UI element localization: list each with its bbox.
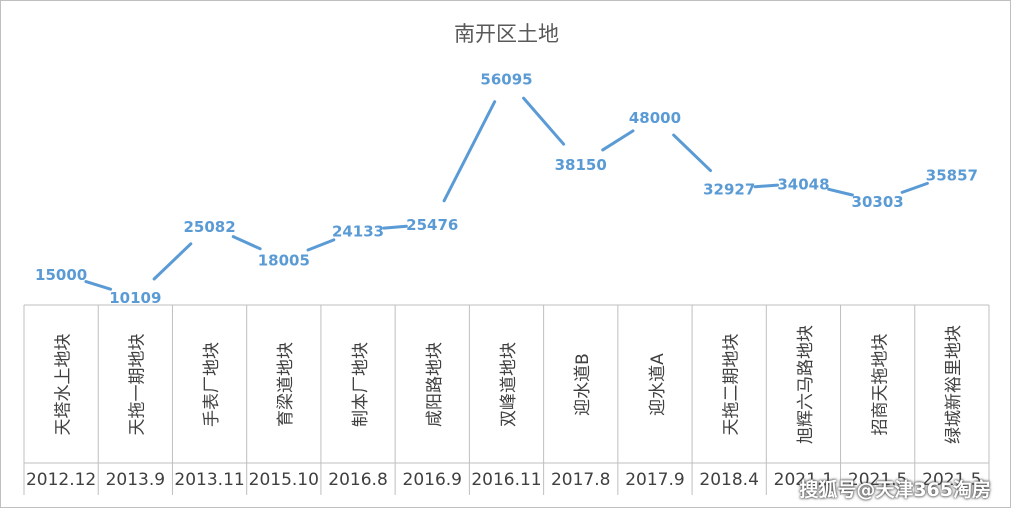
category-date: 2013.9 bbox=[105, 470, 166, 490]
category-date: 2016.11 bbox=[471, 470, 542, 490]
category-label: 天拖二期地块 bbox=[721, 333, 742, 435]
series-segment bbox=[522, 96, 566, 146]
category-table-lines bbox=[23, 304, 990, 495]
category-label: 招商天拖地块 bbox=[870, 333, 891, 435]
series-segment bbox=[382, 224, 408, 230]
data-label: 15000 bbox=[35, 266, 87, 284]
series-segment bbox=[442, 100, 497, 203]
data-label: 32927 bbox=[703, 181, 755, 199]
category-date: 2015.10 bbox=[248, 470, 319, 490]
data-label-group: 15000 10109 25082 18005 24133 25476 56095 38150… bbox=[35, 71, 978, 307]
category-date: 2016.9 bbox=[402, 470, 462, 490]
category-date: 2017.8 bbox=[550, 470, 611, 490]
category-label: 迎水道A bbox=[647, 352, 668, 416]
category-label: 咸阳路地块 bbox=[424, 341, 445, 427]
series-segment bbox=[753, 183, 779, 189]
series-segment bbox=[84, 280, 113, 291]
chart-title: 南开区土地 bbox=[454, 22, 559, 46]
category-label: 手表厂地块 bbox=[202, 341, 223, 427]
series-segment bbox=[601, 129, 635, 152]
data-label: 24133 bbox=[332, 222, 384, 240]
category-label: 天拖一期地块 bbox=[127, 333, 148, 435]
category-date: 2021.5 bbox=[922, 470, 982, 490]
category-label: 绿城新裕里地块 bbox=[944, 324, 965, 444]
data-label: 56095 bbox=[480, 71, 532, 89]
category-label: 旭辉六马路地块 bbox=[795, 324, 816, 444]
category-label: 天塔水上地块 bbox=[53, 333, 74, 435]
category-date: 2012.12 bbox=[25, 470, 97, 490]
category-label: 双峰道地块 bbox=[498, 341, 519, 427]
watermark: 搜狐号@天津365淘房 bbox=[799, 479, 991, 501]
data-label: 38150 bbox=[555, 156, 607, 174]
category-date: 2021.5 bbox=[847, 470, 908, 490]
series-segment bbox=[672, 133, 712, 173]
category-date: 2021.1 bbox=[773, 470, 834, 490]
data-label: 10109 bbox=[109, 289, 161, 307]
series-segment bbox=[827, 187, 854, 197]
data-label: 34048 bbox=[777, 175, 829, 193]
category-label: 制本厂地块 bbox=[350, 341, 371, 427]
data-label: 18005 bbox=[258, 251, 310, 269]
category-date: 2018.4 bbox=[699, 470, 759, 490]
data-label: 48000 bbox=[629, 109, 681, 127]
series-line-group bbox=[84, 96, 929, 291]
category-date: 2016.8 bbox=[328, 470, 388, 490]
series-segment bbox=[900, 181, 929, 194]
series-segment bbox=[231, 235, 262, 251]
data-label: 25476 bbox=[406, 216, 458, 234]
category-label: 育梁道地块 bbox=[276, 341, 297, 427]
category-label: 迎水道B bbox=[573, 352, 594, 416]
series-segment bbox=[306, 238, 336, 252]
data-label: 30303 bbox=[852, 193, 904, 211]
data-label: 25082 bbox=[183, 218, 235, 236]
data-label: 35857 bbox=[926, 167, 978, 185]
series-segment bbox=[152, 242, 193, 281]
category-date: 2017.9 bbox=[625, 470, 685, 490]
category-date: 2013.11 bbox=[174, 470, 245, 490]
